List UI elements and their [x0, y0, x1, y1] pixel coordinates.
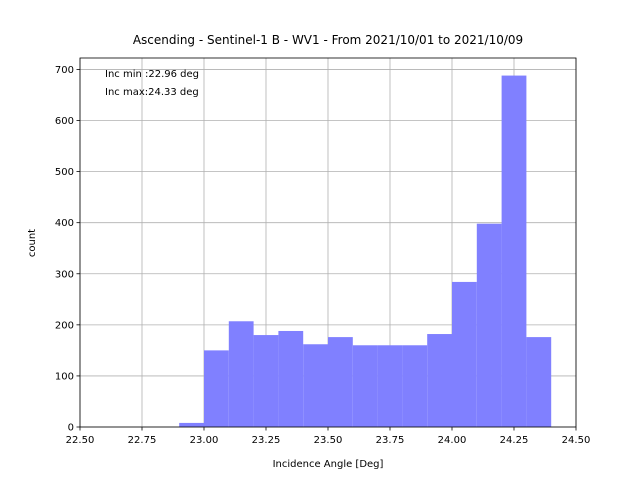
bar: [278, 330, 304, 427]
y-tick-label: 200: [55, 320, 74, 331]
x-tick-label: 24.50: [562, 435, 591, 446]
bar: [352, 345, 378, 427]
plot-frame: [79, 57, 577, 428]
x-tick-label: 22.75: [128, 435, 157, 446]
bar: [179, 422, 204, 427]
bar: [427, 334, 452, 427]
x-tick-label: 24.00: [438, 435, 467, 446]
chart-title: Ascending - Sentinel-1 B - WV1 - From 20…: [133, 33, 523, 47]
bar: [452, 281, 477, 427]
x-tick-label: 23.50: [314, 435, 343, 446]
bar: [402, 345, 428, 427]
bar: [204, 350, 229, 427]
x-tick-label: 22.50: [66, 435, 95, 446]
x-tick-label: 23.25: [252, 435, 281, 446]
bar: [228, 321, 254, 427]
y-tick-label: 400: [55, 218, 74, 229]
bar: [303, 344, 328, 427]
x-tick-label: 23.00: [190, 435, 219, 446]
bar: [253, 335, 279, 427]
y-axis-label: count: [27, 229, 38, 257]
y-tick-label: 0: [68, 423, 74, 434]
y-tick-label: 100: [55, 371, 74, 382]
bar: [526, 337, 552, 427]
bar: [501, 75, 527, 428]
annotation: Inc max:24.33 deg: [105, 87, 199, 98]
y-tick-label: 500: [55, 167, 74, 178]
bar: [377, 345, 403, 427]
y-tick-label: 300: [55, 269, 74, 280]
y-tick-label: 600: [55, 116, 74, 127]
x-tick-label: 23.75: [376, 435, 405, 446]
x-tick-label: 24.25: [500, 435, 529, 446]
bar: [328, 337, 353, 427]
bar: [476, 223, 502, 427]
y-tick-label: 700: [55, 65, 74, 76]
annotation: Inc min :22.96 deg: [105, 69, 199, 80]
x-axis-label: Incidence Angle [Deg]: [273, 459, 384, 470]
